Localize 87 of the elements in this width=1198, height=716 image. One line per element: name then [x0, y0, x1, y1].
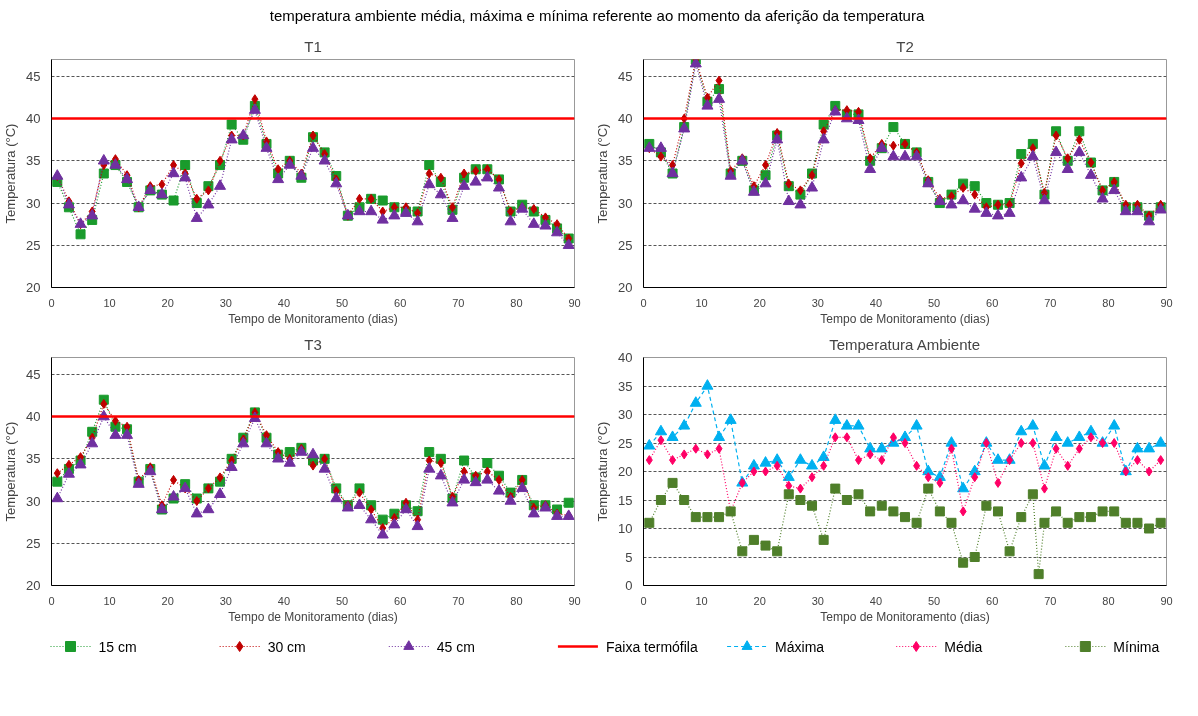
y-axis-title: Temperatura (°C) [3, 123, 19, 224]
y-tick-label: 35 [618, 378, 633, 394]
x-tick-label: 0 [640, 594, 647, 607]
x-axis-title: Tempo de Monitoramento (dias) [820, 311, 990, 326]
y-tick-label: 30 [26, 493, 41, 509]
x-tick-label: 50 [335, 594, 349, 607]
x-tick-label: 0 [48, 594, 55, 607]
x-tick-label: 40 [277, 296, 291, 309]
x-tick-label: 70 [1044, 594, 1057, 607]
y-tick-label: 35 [26, 153, 41, 169]
y-tick-label: 35 [618, 153, 633, 169]
x-axis-title: Tempo de Monitoramento (dias) [820, 609, 990, 624]
y-tick-label: 20 [618, 464, 633, 479]
y-tick-label: 45 [618, 68, 633, 84]
x-tick-label: 80 [510, 594, 523, 607]
x-tick-label: 90 [568, 296, 581, 309]
y-tick-label: 45 [26, 366, 41, 382]
y-tick-label: 30 [618, 407, 633, 422]
y-axis-title: Temperatura (°C) [595, 123, 611, 224]
x-tick-label: 80 [1102, 296, 1115, 309]
y-tick-label: 20 [26, 578, 41, 593]
y-tick-label: 10 [618, 521, 633, 536]
y-tick-label: 30 [618, 195, 633, 211]
legend-label: Máxima [775, 638, 825, 655]
y-tick-label: 45 [26, 68, 41, 84]
x-tick-label: 40 [277, 594, 291, 607]
x-tick-label: 60 [986, 594, 999, 607]
x-tick-label: 10 [103, 594, 116, 607]
x-tick-label: 40 [869, 594, 883, 607]
x-tick-label: 20 [161, 594, 174, 607]
x-tick-label: 80 [1102, 594, 1115, 607]
x-tick-label: 30 [811, 594, 824, 607]
x-tick-label: 20 [161, 296, 174, 309]
x-tick-label: 40 [869, 296, 883, 309]
y-tick-label: 20 [26, 280, 41, 295]
y-tick-label: 5 [625, 549, 633, 565]
legend-label: Faixa termófila [605, 638, 698, 655]
y-tick-label: 40 [26, 409, 41, 425]
x-tick-label: 60 [394, 296, 407, 309]
y-tick-label: 30 [26, 195, 41, 211]
x-tick-label: 30 [219, 296, 232, 309]
x-tick-label: 20 [753, 296, 766, 309]
chart-title: T1 [304, 37, 322, 55]
y-tick-label: 25 [26, 535, 41, 551]
chart-title: Temperatura Ambiente [829, 335, 981, 353]
x-tick-label: 70 [452, 296, 465, 309]
y-tick-label: 20 [618, 280, 633, 295]
legend-label: 45 cm [436, 638, 475, 655]
x-tick-label: 70 [452, 594, 465, 607]
x-tick-label: 10 [695, 296, 708, 309]
y-tick-label: 25 [26, 237, 41, 253]
x-axis-title: Tempo de Monitoramento (dias) [228, 609, 398, 624]
legend-label: 30 cm [267, 638, 306, 655]
x-axis-title: Tempo de Monitoramento (dias) [228, 311, 398, 326]
chart-title: T3 [304, 335, 322, 353]
legend-label: 15 cm [98, 638, 137, 655]
x-tick-label: 0 [640, 296, 647, 309]
y-tick-label: 40 [618, 111, 633, 127]
y-tick-label: 35 [26, 451, 41, 467]
y-axis-title: Temperatura (°C) [3, 421, 19, 522]
chart-title: T2 [896, 37, 914, 55]
x-tick-label: 50 [335, 296, 349, 309]
legend-label: Média [944, 638, 983, 655]
x-tick-label: 30 [219, 594, 232, 607]
y-tick-label: 25 [618, 237, 633, 253]
text: temperatura ambiente média, máxima e mínima referente ao momento da aferição da temperatura [268, 6, 926, 26]
y-tick-label: 40 [26, 111, 41, 127]
y-tick-label: 0 [625, 578, 633, 593]
x-tick-label: 60 [986, 296, 999, 309]
x-tick-label: 80 [510, 296, 523, 309]
y-tick-label: 25 [618, 435, 633, 451]
x-tick-label: 10 [103, 296, 116, 309]
x-tick-label: 20 [753, 594, 766, 607]
y-tick-label: 15 [618, 492, 633, 508]
x-tick-label: 30 [811, 296, 824, 309]
x-tick-label: 50 [927, 594, 941, 607]
x-tick-label: 60 [394, 594, 407, 607]
x-tick-label: 10 [695, 594, 708, 607]
y-axis-title: Temperatura (°C) [595, 421, 611, 522]
x-tick-label: 90 [1160, 594, 1173, 607]
x-tick-label: 0 [48, 296, 55, 309]
y-tick-label: 40 [618, 350, 633, 365]
legend-label: Mínima [1113, 638, 1160, 655]
x-tick-label: 50 [927, 296, 941, 309]
x-tick-label: 90 [1160, 296, 1173, 309]
x-tick-label: 90 [568, 594, 581, 607]
x-tick-label: 70 [1044, 296, 1057, 309]
